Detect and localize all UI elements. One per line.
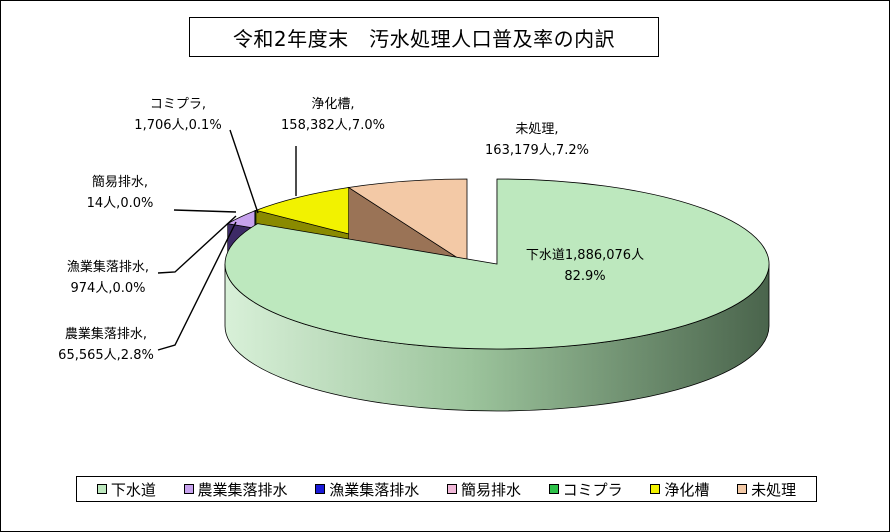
legend-swatch-4 — [548, 484, 559, 494]
leader-line-1 — [157, 221, 237, 351]
data-label-name-2: 漁業集落排水, — [67, 259, 149, 275]
data-label-value-6: 163,179人,7.2% — [485, 143, 589, 158]
legend-label-5: 浄化槽 — [664, 480, 710, 499]
legend-label-6: 未処理 — [751, 480, 797, 499]
legend-item-0: 下水道 — [96, 479, 156, 500]
legend-swatch-2 — [315, 484, 326, 494]
chart-title: 令和2年度末 汚水処理人口普及率の内訳 — [232, 26, 616, 51]
legend-swatch-6 — [737, 484, 748, 494]
legend-item-5: 浄化槽 — [650, 479, 709, 500]
data-label-value-1: 65,565人,2.8% — [58, 348, 154, 363]
data-label-value-5: 158,382人,7.0% — [281, 118, 385, 133]
data-label-name-4: コミプラ, — [150, 97, 206, 112]
legend-item-1: 農業集落排水 — [183, 479, 288, 500]
legend-label-3: 簡易排水 — [460, 480, 521, 499]
legend-swatch-3 — [446, 484, 457, 494]
legend-swatch-5 — [650, 484, 661, 494]
leader-line-3 — [173, 209, 237, 213]
legend-label-0: 下水道 — [110, 480, 156, 499]
legend-label-1: 農業集落排水 — [197, 480, 288, 499]
legend-item-6: 未処理 — [737, 479, 796, 500]
data-label-name-0: 下水道1,886,076人 — [526, 248, 644, 263]
leader-line-2 — [157, 215, 237, 274]
slice-top-0 — [224, 178, 770, 350]
legend-item-3: 簡易排水 — [446, 479, 521, 500]
data-label-value-3: 14人,0.0% — [87, 196, 154, 211]
chart-legend: 下水道 農業集落排水 漁業集落排水 簡易排水 コミプラ 浄化槽 未処理 — [76, 476, 817, 502]
legend-swatch-0 — [96, 484, 107, 494]
leader-line-4 — [229, 129, 259, 214]
data-label-value-4: 1,706人,0.1% — [134, 118, 221, 133]
data-label-name-1: 農業集落排水, — [65, 326, 147, 342]
legend-item-4: コミプラ — [548, 479, 623, 500]
legend-item-2: 漁業集落排水 — [315, 479, 419, 500]
chart-title-box: 令和2年度末 汚水処理人口普及率の内訳 — [189, 17, 659, 57]
data-label-value-2: 974人,0.0% — [71, 281, 146, 296]
legend-swatch-1 — [183, 484, 194, 494]
slice-top-6 — [347, 178, 468, 265]
legend-label-2: 漁業集落排水 — [329, 480, 420, 499]
data-label-name-5: 浄化槽, — [311, 97, 354, 112]
legend-label-4: コミプラ — [562, 480, 623, 499]
data-label-name-3: 簡易排水, — [92, 175, 148, 190]
data-label-value-0: 82.9% — [564, 269, 605, 284]
data-label-name-6: 未処理, — [515, 122, 558, 137]
